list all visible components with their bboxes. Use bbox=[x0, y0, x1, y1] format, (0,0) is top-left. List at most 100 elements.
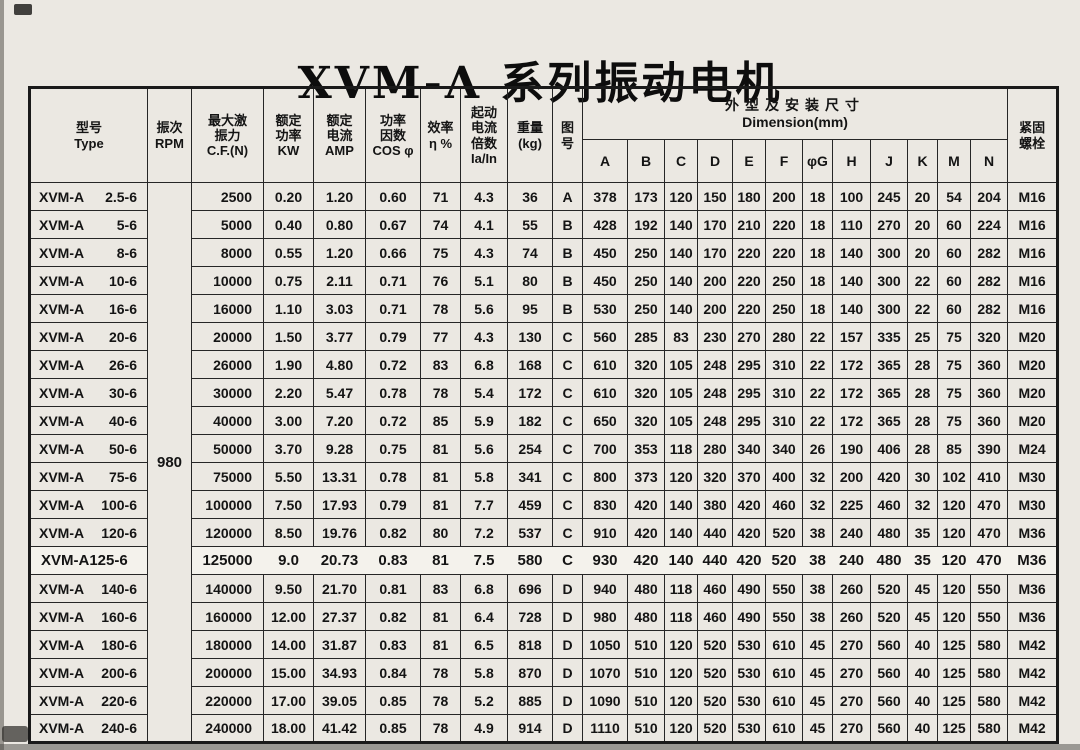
amp-cell: 39.05 bbox=[313, 686, 366, 715]
dim-H-cell: 140 bbox=[832, 294, 871, 323]
table-row: XVM-A 8-6 8000 0.55 1.20 0.66 75 4.3 74 B 450 250 14… bbox=[29, 238, 1059, 267]
ia-in-cell: 7.2 bbox=[460, 518, 508, 547]
kw-cell: 0.40 bbox=[263, 210, 314, 239]
dim-N-cell: 550 bbox=[969, 602, 1009, 631]
table-row: XVM-A 160-6 160000 12.00 27.37 0.82 81 6.4 728 D 9… bbox=[29, 602, 1059, 631]
dim-K-cell: 28 bbox=[907, 350, 938, 379]
ia-in-cell: 5.9 bbox=[460, 406, 508, 435]
dim-A-cell: 1110 bbox=[582, 714, 628, 743]
dim-N-cell: 360 bbox=[969, 378, 1009, 407]
dim-K-cell: 28 bbox=[907, 434, 938, 463]
dim-K-cell: 20 bbox=[907, 238, 938, 267]
kw-cell: 8.50 bbox=[263, 518, 314, 547]
dim-B-cell: 510 bbox=[627, 714, 665, 743]
dim-B-cell: 373 bbox=[627, 462, 665, 491]
figure-cell: D bbox=[552, 714, 583, 743]
dim-C-cell: 140 bbox=[664, 518, 698, 547]
dim-E-cell: 530 bbox=[732, 658, 766, 687]
dim-H-cell: 260 bbox=[832, 602, 871, 631]
model-size: 160-6 bbox=[101, 608, 137, 625]
efficiency-cell: 83 bbox=[420, 574, 461, 603]
dim-H-cell: 270 bbox=[832, 658, 871, 687]
dim-E-cell: 220 bbox=[732, 238, 766, 267]
bolt-cell: M42 bbox=[1007, 630, 1059, 659]
model-prefix: XVM-A bbox=[39, 608, 85, 625]
dim-K-cell: 20 bbox=[907, 210, 938, 239]
cos-cell: 0.79 bbox=[365, 322, 421, 351]
dim-phiG-cell: 32 bbox=[802, 490, 833, 519]
model-size: 8-6 bbox=[116, 244, 137, 261]
spec-table: 型号 Type 振次 RPM 最大激 振力 C.F.(N) 额定 功率 KW 额… bbox=[28, 86, 1060, 744]
dim-D-cell: 150 bbox=[697, 182, 733, 211]
bolt-cell: M36 bbox=[1007, 602, 1059, 631]
dim-col-C: C bbox=[664, 139, 698, 183]
dim-D-cell: 520 bbox=[697, 630, 733, 659]
weight-cell: 130 bbox=[507, 322, 553, 351]
cos-cell: 0.81 bbox=[365, 574, 421, 603]
kw-cell: 14.00 bbox=[263, 630, 314, 659]
dim-D-cell: 320 bbox=[697, 462, 733, 491]
dim-D-cell: 248 bbox=[697, 350, 733, 379]
cf-cell: 220000 bbox=[191, 686, 264, 715]
model-cell: XVM-A 220-6 bbox=[29, 686, 148, 715]
ia-in-cell: 6.5 bbox=[460, 630, 508, 659]
efficiency-cell: 80 bbox=[420, 518, 461, 547]
dim-N-cell: 360 bbox=[969, 406, 1009, 435]
dim-K-cell: 45 bbox=[907, 602, 938, 631]
model-cell: XVM-A 10-6 bbox=[29, 266, 148, 295]
dim-phiG-cell: 22 bbox=[802, 350, 833, 379]
weight-cell: 341 bbox=[507, 462, 553, 491]
figure-cell: C bbox=[552, 406, 583, 435]
dim-A-cell: 530 bbox=[582, 294, 628, 323]
bolt-cell: M42 bbox=[1007, 686, 1059, 715]
bolt-cell: M16 bbox=[1007, 182, 1059, 211]
weight-cell: 182 bbox=[507, 406, 553, 435]
dim-D-cell: 200 bbox=[697, 266, 733, 295]
dim-B-cell: 285 bbox=[627, 322, 665, 351]
dim-phiG-cell: 22 bbox=[802, 322, 833, 351]
cos-cell: 0.72 bbox=[365, 406, 421, 435]
model-wrap: XVM-A 5-6 bbox=[31, 217, 147, 233]
model-wrap: XVM-A 220-6 bbox=[31, 693, 147, 709]
dim-M-cell: 85 bbox=[937, 434, 971, 463]
dim-N-cell: 282 bbox=[969, 294, 1009, 323]
table-row: XVM-A 200-6 200000 15.00 34.93 0.84 78 5.8 870 D 1… bbox=[29, 658, 1059, 687]
model-prefix: XVM-A bbox=[39, 384, 85, 401]
bolt-cell: M42 bbox=[1007, 658, 1059, 687]
cf-cell: 16000 bbox=[191, 294, 264, 323]
dim-B-cell: 510 bbox=[627, 658, 665, 687]
ia-in-cell: 6.8 bbox=[460, 350, 508, 379]
bolt-cell: M36 bbox=[1007, 546, 1058, 575]
dim-F-cell: 610 bbox=[765, 658, 803, 687]
dim-B-cell: 510 bbox=[627, 686, 665, 715]
cf-cell: 200000 bbox=[191, 658, 264, 687]
model-size: 16-6 bbox=[108, 300, 137, 317]
cf-cell: 40000 bbox=[191, 406, 264, 435]
figure-cell: C bbox=[552, 462, 583, 491]
weight-cell: 172 bbox=[507, 378, 553, 407]
dim-B-cell: 250 bbox=[627, 266, 665, 295]
scan-mark-bottom-left bbox=[2, 726, 28, 742]
model-wrap: XVM-A 40-6 bbox=[31, 413, 147, 429]
figure-cell: C bbox=[552, 518, 583, 547]
model-wrap: XVM-A 240-6 bbox=[31, 720, 147, 736]
dim-H-cell: 225 bbox=[832, 490, 871, 519]
dim-H-cell: 200 bbox=[832, 462, 871, 491]
dim-K-cell: 35 bbox=[907, 518, 938, 547]
dim-N-cell: 580 bbox=[969, 658, 1009, 687]
scan-mark-top-left bbox=[14, 4, 32, 15]
ia-in-cell: 5.2 bbox=[460, 686, 508, 715]
header-figure-no: 图 号 bbox=[552, 87, 583, 183]
dim-N-cell: 580 bbox=[969, 714, 1009, 743]
model-size: 26-6 bbox=[108, 356, 137, 373]
dim-col-B: B bbox=[627, 139, 665, 183]
dim-phiG-cell: 18 bbox=[802, 294, 833, 323]
figure-cell: B bbox=[552, 210, 583, 239]
model-cell: XVM-A 5-6 bbox=[29, 210, 148, 239]
dim-N-cell: 390 bbox=[969, 434, 1009, 463]
model-wrap: XVM-A 180-6 bbox=[31, 637, 147, 653]
ia-in-cell: 5.8 bbox=[460, 658, 508, 687]
model-prefix: XVM-A bbox=[39, 412, 85, 429]
model-cell: XVM-A 26-6 bbox=[29, 350, 148, 379]
dim-J-cell: 300 bbox=[870, 294, 908, 323]
